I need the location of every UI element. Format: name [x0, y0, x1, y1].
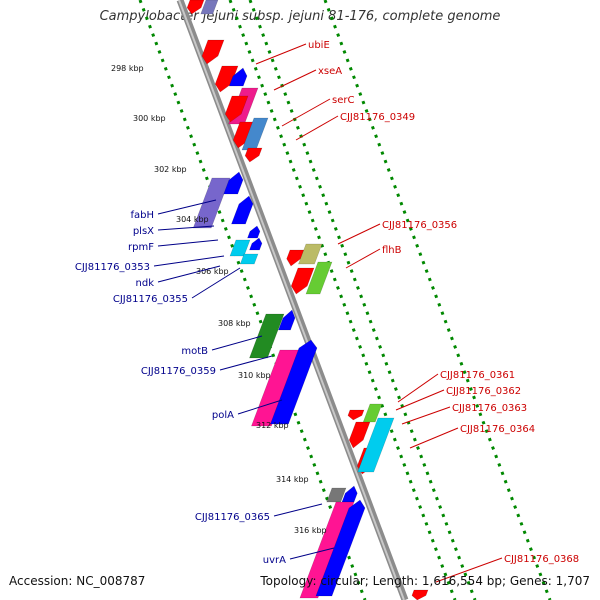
feature-ndk: [239, 253, 259, 265]
feature-red-small: [244, 147, 263, 163]
gene-label-forward: CJJ81176_0349: [340, 112, 415, 123]
gene-label-reverse: CJJ81176_0353: [75, 262, 150, 273]
scale-tick-label: 302 kbp: [154, 165, 187, 174]
scale-tick-label: 312 kbp: [256, 421, 289, 430]
gene-label-reverse: fabH: [130, 210, 154, 221]
scale-tick-label: 316 kbp: [294, 526, 327, 535]
gene-labels: ubiE xseA serC CJJ81176_0349 CJJ81176_0356fl…: [75, 40, 579, 583]
feature-green-flhB: [305, 261, 333, 295]
gene-label-reverse: uvrA: [263, 555, 286, 566]
scale-tick-label: 300 kbp: [133, 114, 166, 123]
gene-label-reverse: rpmF: [128, 242, 154, 253]
leader-line-reverse: [237, 399, 283, 415]
gene-label-forward: serC: [332, 95, 354, 106]
leader-line-forward: [337, 223, 381, 245]
gene-label-forward: xseA: [318, 66, 342, 77]
feature-polA: [251, 349, 301, 427]
feature-green-361: [362, 403, 383, 423]
leader-line-reverse: [211, 335, 263, 351]
leader-line-forward: [395, 389, 445, 411]
feature-blue-4: [341, 485, 358, 503]
leader-line-forward: [255, 43, 307, 65]
feature-xseA: [214, 65, 239, 93]
gene-label-reverse: motB: [181, 346, 208, 357]
scale-tick-label: 314 kbp: [276, 475, 309, 484]
feature-blue-uvrA: [315, 499, 366, 597]
feature-blue-2: [223, 171, 244, 195]
feature-0364: [357, 417, 395, 473]
leader-line-reverse: [289, 547, 335, 560]
leader-line-reverse: [191, 267, 241, 299]
scale-tick-label: 306 kbp: [196, 267, 229, 276]
leader-line-forward: [409, 427, 459, 449]
leader-line-forward: [401, 406, 451, 425]
leader-line-forward: [435, 557, 503, 583]
gene-label-forward: CJJ81176_0361: [440, 370, 515, 381]
leader-line-forward: [281, 98, 331, 127]
scale-tick-label: 310 kbp: [238, 371, 271, 380]
gene-label-forward: CJJ81176_0362: [446, 386, 521, 397]
feature-ubiE: [201, 39, 225, 65]
leader-line-reverse: [157, 239, 219, 247]
leader-line-forward: [345, 248, 381, 269]
feature-red-356: [286, 249, 305, 267]
feature-flhB: [290, 267, 315, 295]
feature-0356: [298, 243, 323, 265]
gene-label-forward: CJJ81176_0356: [382, 220, 457, 231]
feature-serC: [224, 95, 249, 123]
leader-line-reverse: [153, 255, 225, 267]
feature-plsX: [231, 195, 254, 225]
accession-text: Accession: NC_008787: [9, 574, 146, 588]
gene-label-forward: CJJ81176_0364: [460, 424, 535, 435]
gene-label-forward: CJJ81176_0368: [504, 554, 579, 565]
feature-0368: [411, 589, 429, 600]
scale-labels: 298 kbp 300 kbp 302 kbp 304 kbp 306 kbp 308 k…: [111, 64, 327, 535]
leader-line-reverse: [157, 225, 215, 231]
leader-line-reverse: [157, 199, 217, 215]
topology-text: Topology: circular; Length: 1,616,554 bp…: [260, 574, 590, 588]
leader-line-forward: [397, 373, 439, 403]
feature-top-gray: [200, 0, 219, 15]
gene-label-reverse: CJJ81176_0355: [113, 294, 188, 305]
scale-tick-label: 308 kbp: [218, 319, 251, 328]
gene-label-reverse: polA: [212, 410, 234, 421]
leader-line-reverse: [273, 503, 323, 517]
leader-line-forward: [273, 69, 317, 91]
gene-label-reverse: ndk: [136, 278, 155, 289]
feature-rpmF: [247, 225, 261, 239]
scale-tick-label: 304 kbp: [176, 215, 209, 224]
leader-line-reverse: [219, 355, 273, 371]
feature-fabH: [192, 177, 231, 229]
gene-label-forward: CJJ81176_0363: [452, 403, 527, 414]
feature-top-red: [186, 0, 205, 15]
gene-label-forward: ubiE: [308, 40, 330, 51]
scale-tick-label: 298 kbp: [111, 64, 144, 73]
backbone-highlight: [178, 0, 405, 600]
feature-blue-1: [228, 67, 248, 87]
gene-features: [186, 0, 429, 600]
gene-label-reverse: CJJ81176_0359: [141, 366, 216, 377]
leader-line-reverse: [157, 265, 221, 283]
gene-label-reverse: plsX: [133, 226, 154, 237]
feature-red-361: [347, 409, 365, 421]
feature-0359: [270, 339, 318, 425]
feature-blue-3: [278, 309, 296, 331]
genome-backbone: [176, 0, 409, 600]
genome-title: Campylobacter jejuni subsp. jejuni 81-17…: [99, 9, 501, 24]
feature-motB: [249, 313, 285, 359]
feature-0353: [229, 239, 251, 257]
feature-small-blue: [249, 237, 263, 251]
gene-label-reverse: CJJ81176_0365: [195, 512, 270, 523]
gene-label-forward: flhB: [382, 245, 402, 256]
leader-line-forward: [295, 115, 339, 141]
